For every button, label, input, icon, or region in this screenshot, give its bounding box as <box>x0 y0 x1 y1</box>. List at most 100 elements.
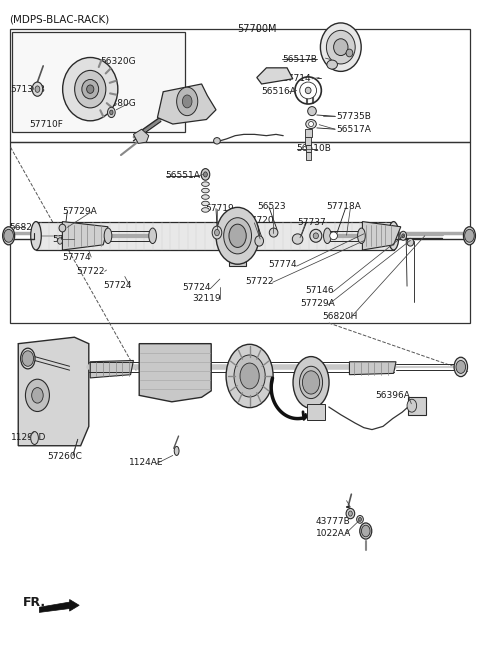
Ellipse shape <box>74 70 106 108</box>
Text: 57724: 57724 <box>182 283 211 292</box>
Ellipse shape <box>35 86 40 92</box>
Polygon shape <box>70 599 79 611</box>
Text: 57714: 57714 <box>282 74 311 83</box>
Text: 1124AE: 1124AE <box>129 458 163 467</box>
Text: 56517B: 56517B <box>282 55 317 64</box>
Text: 56820J: 56820J <box>10 223 41 232</box>
Text: 57729A: 57729A <box>62 207 97 216</box>
Ellipse shape <box>360 523 372 539</box>
Text: 57724: 57724 <box>103 281 132 290</box>
Polygon shape <box>349 362 396 375</box>
Ellipse shape <box>308 107 316 116</box>
Ellipse shape <box>202 208 209 212</box>
Ellipse shape <box>359 517 361 521</box>
Ellipse shape <box>310 229 322 242</box>
Text: 57700M: 57700M <box>237 24 276 34</box>
Ellipse shape <box>269 228 278 237</box>
Ellipse shape <box>32 82 43 96</box>
Ellipse shape <box>326 30 355 64</box>
Text: 56320G: 56320G <box>100 57 135 66</box>
Circle shape <box>407 399 417 412</box>
Ellipse shape <box>346 49 353 57</box>
Circle shape <box>25 379 49 412</box>
Ellipse shape <box>300 366 323 399</box>
Circle shape <box>361 525 370 537</box>
Bar <box>36 222 394 250</box>
Text: 57719: 57719 <box>205 204 234 213</box>
Ellipse shape <box>202 195 209 199</box>
Ellipse shape <box>464 227 475 245</box>
Circle shape <box>4 229 13 242</box>
Text: 56396A: 56396A <box>375 391 410 400</box>
Circle shape <box>229 224 246 247</box>
Ellipse shape <box>324 228 331 244</box>
Ellipse shape <box>234 355 265 397</box>
Ellipse shape <box>346 508 355 519</box>
Ellipse shape <box>293 357 329 408</box>
Ellipse shape <box>313 233 319 238</box>
Circle shape <box>182 95 192 108</box>
Text: 57737: 57737 <box>298 218 326 227</box>
Text: 56380G: 56380G <box>100 99 135 108</box>
Ellipse shape <box>31 432 38 444</box>
Text: 43777B: 43777B <box>316 517 350 526</box>
Ellipse shape <box>306 120 316 129</box>
Ellipse shape <box>305 87 311 94</box>
Text: 57138B: 57138B <box>11 85 46 94</box>
Ellipse shape <box>454 357 468 377</box>
Text: 57146: 57146 <box>52 234 81 244</box>
Ellipse shape <box>202 182 209 186</box>
Ellipse shape <box>309 121 313 127</box>
Ellipse shape <box>388 222 399 250</box>
Circle shape <box>456 360 466 373</box>
Bar <box>305 129 312 137</box>
Bar <box>306 152 311 160</box>
Polygon shape <box>157 84 216 124</box>
Bar <box>408 397 426 415</box>
Text: 56523: 56523 <box>257 202 286 211</box>
Text: 1022AA: 1022AA <box>316 529 351 538</box>
Polygon shape <box>133 129 149 143</box>
Ellipse shape <box>216 207 259 264</box>
Text: 56510B: 56510B <box>297 144 332 153</box>
Text: 1129ED: 1129ED <box>11 433 46 443</box>
Ellipse shape <box>321 23 361 72</box>
Ellipse shape <box>21 348 35 369</box>
Text: 56820H: 56820H <box>323 312 358 321</box>
Ellipse shape <box>109 110 113 114</box>
Ellipse shape <box>201 169 210 180</box>
Text: 57722: 57722 <box>245 276 273 286</box>
Ellipse shape <box>255 236 264 246</box>
Text: 57146: 57146 <box>305 286 334 295</box>
Ellipse shape <box>204 172 207 177</box>
Ellipse shape <box>104 228 112 244</box>
Circle shape <box>32 388 43 403</box>
Circle shape <box>177 87 198 116</box>
Polygon shape <box>139 344 211 402</box>
Bar <box>306 145 311 152</box>
Ellipse shape <box>292 234 303 244</box>
Ellipse shape <box>215 229 219 236</box>
Circle shape <box>22 351 34 366</box>
Polygon shape <box>257 68 293 84</box>
Ellipse shape <box>62 57 118 121</box>
Ellipse shape <box>226 344 273 408</box>
Bar <box>229 250 246 266</box>
Ellipse shape <box>400 231 407 240</box>
Circle shape <box>302 371 320 394</box>
Ellipse shape <box>202 201 209 205</box>
Text: 56517A: 56517A <box>336 125 371 134</box>
Ellipse shape <box>358 228 365 244</box>
Ellipse shape <box>58 238 62 244</box>
Polygon shape <box>362 222 401 250</box>
Bar <box>12 32 185 132</box>
Text: 57260C: 57260C <box>47 452 82 461</box>
Ellipse shape <box>330 232 337 240</box>
Text: 57774: 57774 <box>268 260 297 269</box>
Text: 57718A: 57718A <box>326 202 361 211</box>
Polygon shape <box>39 602 70 612</box>
Ellipse shape <box>174 446 179 455</box>
Text: 56551A: 56551A <box>166 171 201 180</box>
Ellipse shape <box>357 516 363 523</box>
Ellipse shape <box>348 511 352 516</box>
